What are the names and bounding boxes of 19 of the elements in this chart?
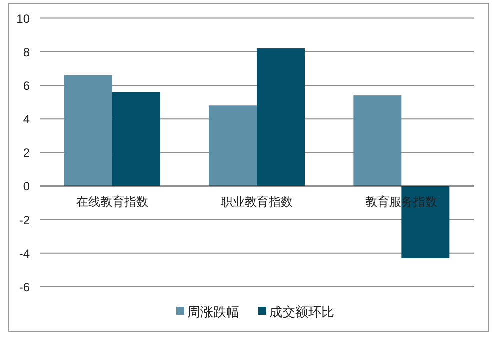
bar xyxy=(64,75,112,186)
bar xyxy=(112,92,160,186)
legend-label: 周涨跌幅 xyxy=(188,304,240,320)
y-tick-label: -6 xyxy=(19,280,30,294)
y-tick-label: 2 xyxy=(23,146,30,160)
bar xyxy=(354,96,402,186)
bar xyxy=(402,186,450,258)
legend-label: 成交额环比 xyxy=(270,304,334,320)
y-tick-label: -2 xyxy=(19,213,30,228)
x-tick-label: 职业教育指数 xyxy=(221,195,293,210)
y-tick-label: 8 xyxy=(23,45,30,60)
y-tick-label: 0 xyxy=(23,180,30,194)
bar xyxy=(209,106,257,186)
x-tick-label: 在线教育指数 xyxy=(76,195,148,210)
y-tick-label: 6 xyxy=(23,78,30,93)
y-tick-label: 10 xyxy=(16,12,30,26)
y-tick-label: 4 xyxy=(23,112,30,127)
bar xyxy=(257,48,305,186)
y-tick-label: -4 xyxy=(19,246,30,261)
